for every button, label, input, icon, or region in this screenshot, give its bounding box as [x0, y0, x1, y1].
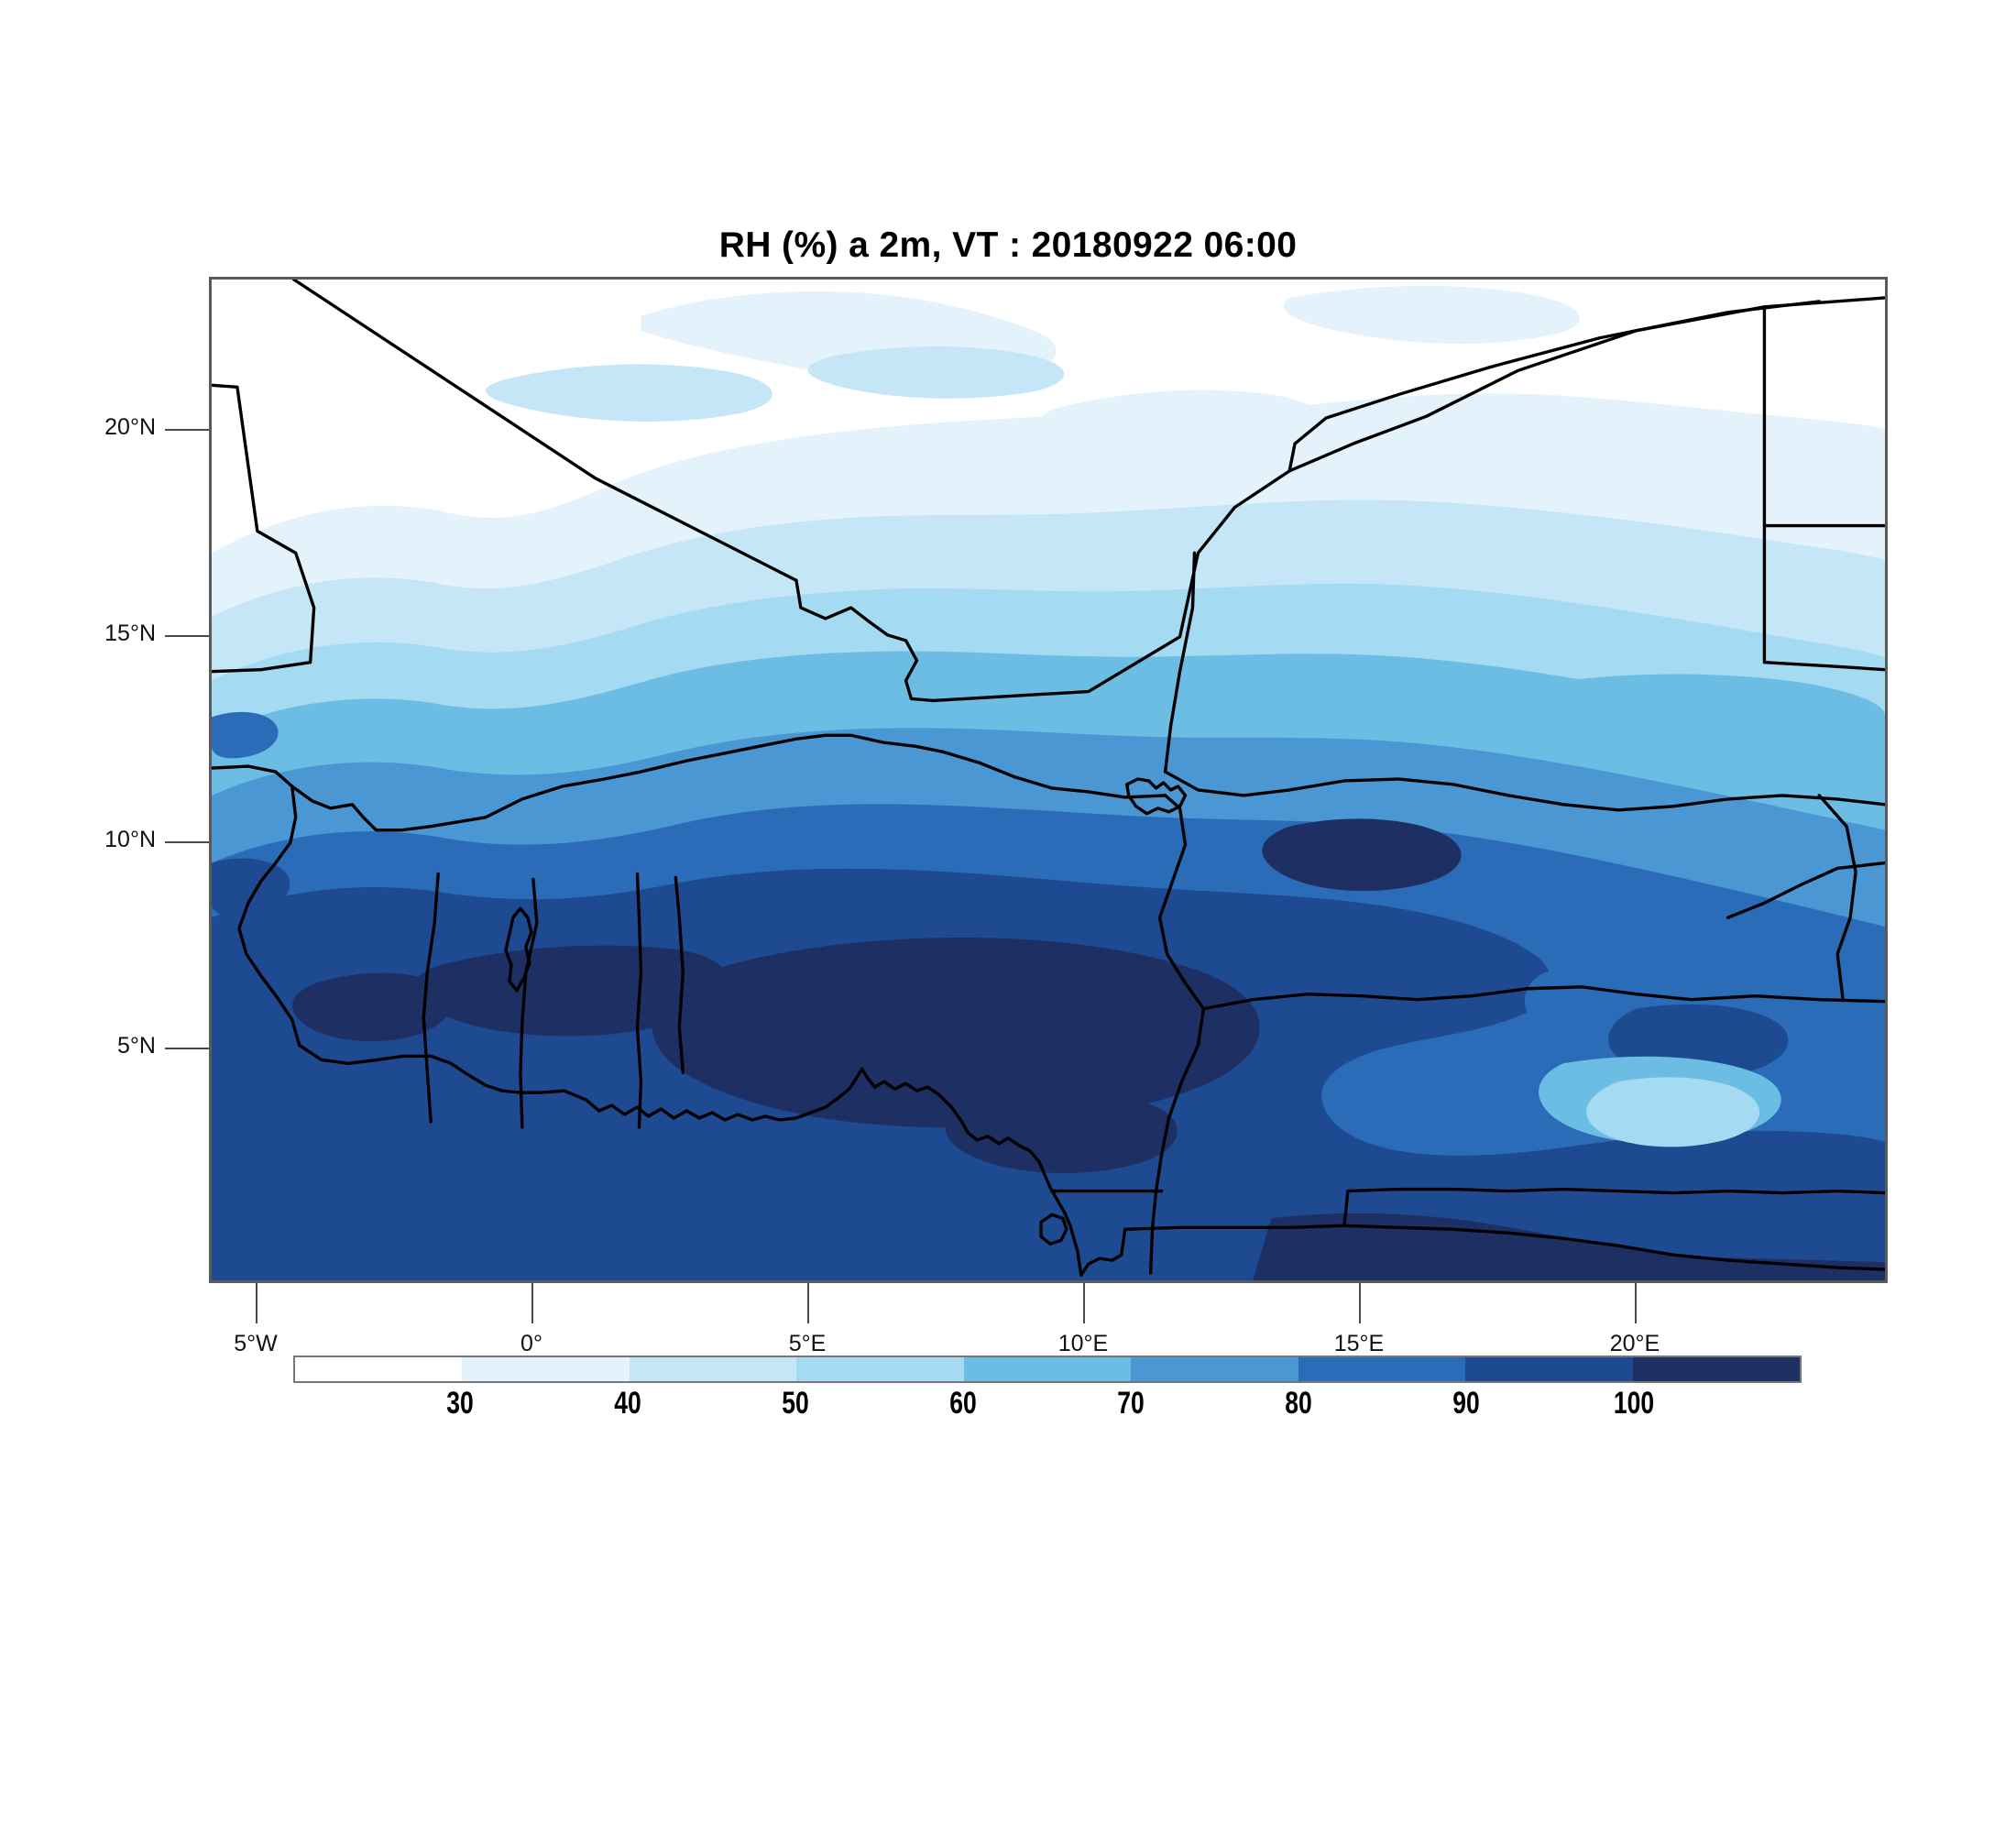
colorbar-tick-70: 70 [1117, 1386, 1145, 1421]
ytick-label-10n: 10°N [104, 827, 156, 852]
page-title: RH (%) a 2m, VT : 20180922 06:00 [718, 225, 1298, 265]
colorbar-segment-40-50 [629, 1357, 797, 1381]
ytick-label-5n: 5°N [117, 1033, 156, 1059]
xtick-line-5w [256, 1283, 257, 1323]
colorbar-segment-30-40 [462, 1357, 630, 1381]
colorbar-segment-50-60 [796, 1357, 964, 1381]
colorbar-tick-100: 100 [1613, 1386, 1655, 1421]
ytick-label-20n: 20°N [104, 414, 156, 440]
xtick-label-20e: 20°E [1609, 1331, 1660, 1356]
colorbar-tick-30: 30 [446, 1386, 474, 1421]
xtick-label-5w: 5°W [234, 1331, 278, 1356]
xtick-label-0: 0° [520, 1331, 542, 1356]
ytick-line-15n [165, 635, 209, 637]
ytick-line-20n [165, 429, 209, 431]
colorbar-segment-80-90 [1298, 1357, 1466, 1381]
xtick-label-5e: 5°E [788, 1331, 827, 1356]
colorbar-tick-50: 50 [782, 1386, 809, 1421]
xtick-line-5e [807, 1283, 809, 1323]
ytick-line-10n [165, 841, 209, 843]
xtick-label-15e: 15°E [1333, 1331, 1385, 1356]
ytick-label-15n: 15°N [104, 620, 156, 646]
colorbar-tick-90: 90 [1452, 1386, 1480, 1421]
country-border-lines [212, 280, 1885, 1277]
map-plot-area [209, 277, 1888, 1283]
xtick-line-15e [1359, 1283, 1361, 1323]
xtick-line-20e [1635, 1283, 1637, 1323]
xtick-line-10e [1083, 1283, 1085, 1323]
xtick-line-0 [531, 1283, 533, 1323]
colorbar-segment-60-70 [963, 1357, 1132, 1381]
ytick-line-5n [165, 1048, 209, 1049]
colorbar-tick-60: 60 [949, 1386, 977, 1421]
colorbar-segment-90-100 [1465, 1357, 1633, 1381]
rh-contour-shading [212, 280, 1885, 1280]
colorbar-tick-80: 80 [1285, 1386, 1312, 1421]
colorbar [293, 1356, 1802, 1383]
colorbar-segment-gt100 [1632, 1357, 1800, 1381]
colorbar-tick-40: 40 [614, 1386, 641, 1421]
colorbar-segment-70-80 [1131, 1357, 1298, 1381]
colorbar-segment-lt30 [295, 1357, 463, 1381]
xtick-label-10e: 10°E [1057, 1331, 1109, 1356]
